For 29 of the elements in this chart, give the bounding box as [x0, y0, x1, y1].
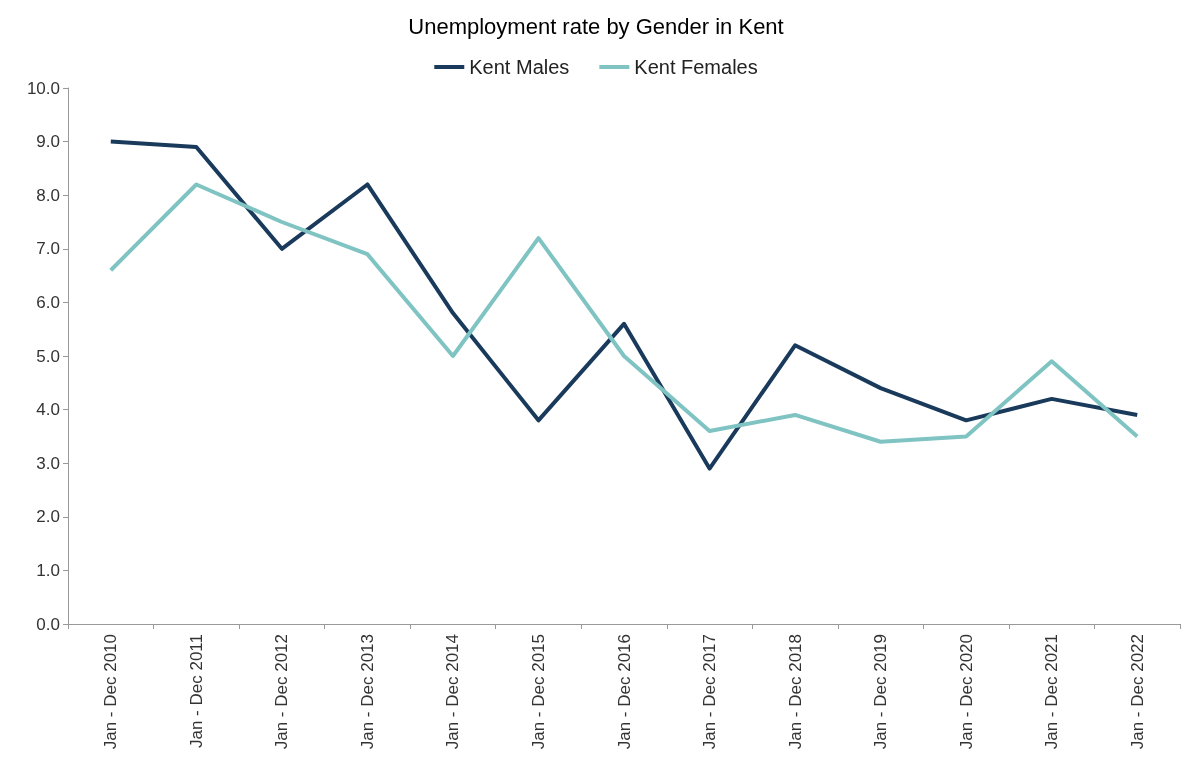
y-tick-label: 8.0 [36, 185, 60, 205]
x-tick-label: Jan - Dec 2021 [1042, 634, 1062, 750]
y-tick-label: 2.0 [36, 507, 60, 527]
y-tick-label: 0.0 [36, 614, 60, 634]
y-tick-label: 3.0 [36, 453, 60, 473]
x-tick-label: Jan - Dec 2012 [272, 634, 292, 750]
x-tick-label: Jan - Dec 2016 [614, 634, 634, 750]
y-tick-label: 5.0 [36, 346, 60, 366]
x-tick-label: Jan - Dec 2013 [357, 634, 377, 750]
x-tick-label: Jan - Dec 2014 [443, 634, 463, 750]
y-tick-label: 10.0 [26, 78, 60, 98]
line-series [108, 139, 1140, 471]
chart-title: Unemployment rate by Gender in Kent [408, 13, 784, 39]
x-tick-label: Jan - Dec 2011 [186, 634, 206, 749]
y-tick-label: 9.0 [36, 132, 60, 152]
legend-label: Kent Females [634, 56, 758, 78]
x-tick-label: Jan - Dec 2022 [1127, 634, 1147, 750]
y-tick-label: 4.0 [36, 400, 60, 420]
x-tick-label: Jan - Dec 2020 [956, 634, 976, 750]
legend-label: Kent Males [469, 56, 570, 78]
x-tick-label: Jan - Dec 2018 [785, 634, 805, 750]
y-tick-label: 7.0 [36, 239, 60, 259]
x-tick-label: Jan - Dec 2015 [528, 634, 548, 750]
x-tick-label: Jan - Dec 2019 [871, 634, 891, 750]
line-series [108, 182, 1140, 444]
y-tick-label: 1.0 [36, 560, 60, 580]
x-tick-label: Jan - Dec 2010 [101, 634, 121, 750]
y-tick-label: 6.0 [36, 292, 60, 312]
x-tick-label: Jan - Dec 2017 [700, 634, 720, 750]
